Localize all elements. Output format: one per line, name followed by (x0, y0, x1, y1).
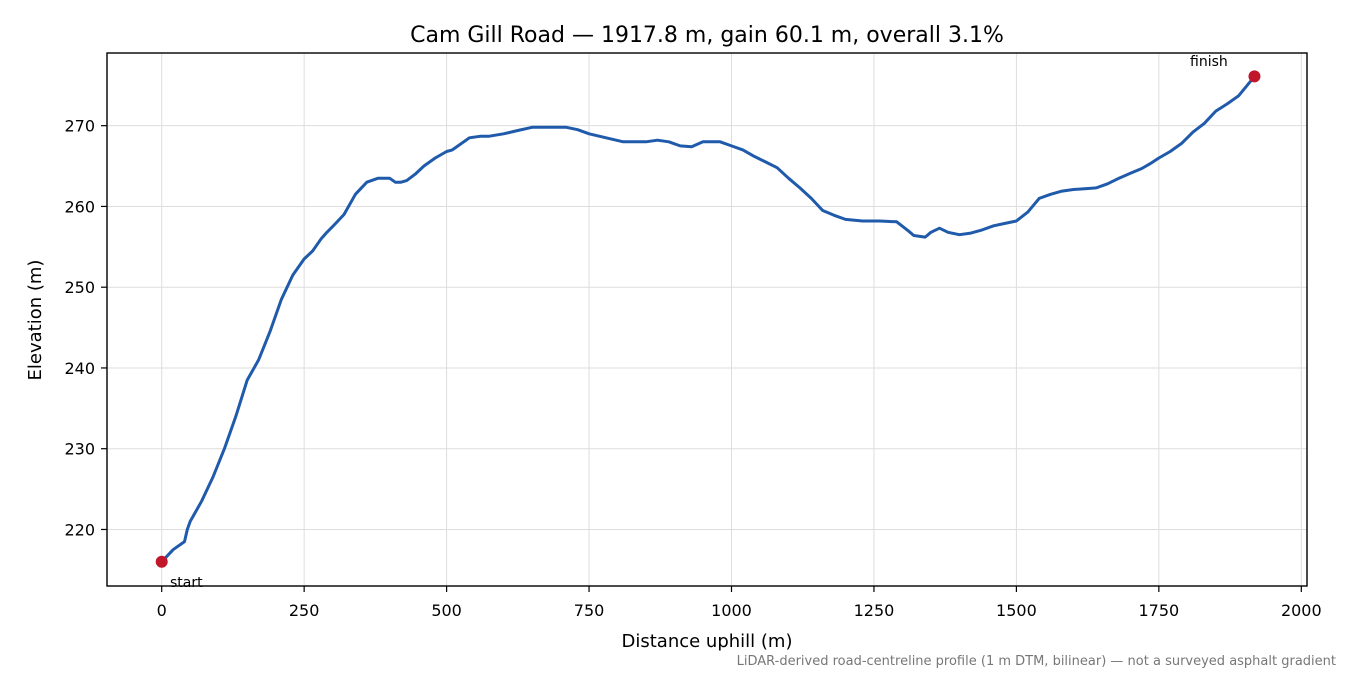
start-marker (155, 555, 168, 568)
y-tick-label: 260 (64, 197, 95, 216)
series-layer (160, 74, 1256, 564)
finish-marker (1248, 70, 1261, 83)
x-tick-label: 1250 (854, 601, 895, 620)
y-tick-label: 240 (64, 359, 95, 378)
x-tick-label: 1000 (711, 601, 752, 620)
start-annotation: start (170, 575, 203, 591)
plot-frame (106, 52, 1308, 587)
chart-title: Cam Gill Road — 1917.8 m, gain 60.1 m, o… (410, 23, 1004, 48)
elevation-profile-line (160, 74, 1256, 564)
x-tick-label: 750 (574, 601, 605, 620)
x-tick-label: 2000 (1281, 601, 1322, 620)
endpoint-markers (155, 70, 1261, 568)
y-axis-ticks: 220 230 240 250 260 270 (64, 117, 107, 539)
x-axis-ticks: 0 250 500 750 1000 1250 1500 1750 2000 (157, 586, 1322, 620)
y-tick-label: 220 (64, 520, 95, 539)
y-tick-label: 270 (64, 117, 95, 136)
y-axis-label: Elevation (m) (25, 260, 46, 381)
x-tick-label: 250 (289, 601, 320, 620)
x-tick-label: 500 (431, 601, 462, 620)
y-tick-label: 250 (64, 278, 95, 297)
y-tick-label: 230 (64, 440, 95, 459)
grid-lines (107, 53, 1307, 586)
footnote: LiDAR-derived road-centreline profile (1… (737, 654, 1336, 669)
x-tick-label: 1500 (996, 601, 1037, 620)
x-axis-label: Distance uphill (m) (622, 631, 793, 652)
x-tick-label: 1750 (1138, 601, 1179, 620)
finish-annotation: finish (1190, 54, 1228, 70)
x-tick-label: 0 (157, 601, 167, 620)
